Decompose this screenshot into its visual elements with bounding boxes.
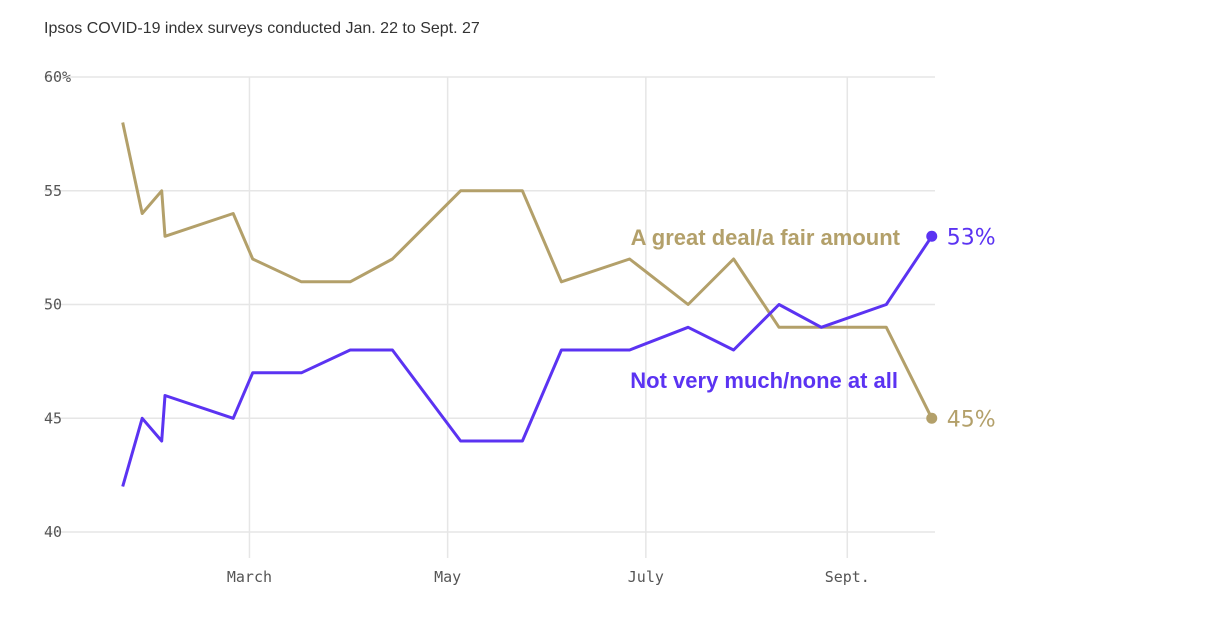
y-tick-label: 55 [44, 182, 62, 200]
y-tick-label: 40 [44, 523, 62, 541]
x-tick-label: Sept. [825, 568, 870, 586]
y-tick-label: 45 [44, 409, 62, 427]
series-end-label: 45% [947, 407, 996, 432]
x-axis-ticks: March May July Sept. [227, 568, 870, 586]
chart-subtitle: Ipsos COVID-19 index surveys conducted J… [44, 20, 480, 37]
series-name-label: Not very much/none at all [630, 368, 898, 393]
series-end-point [926, 230, 938, 242]
y-axis-ticks: 40 45 50 55 60% [44, 68, 71, 541]
series-labels: 45% A great deal/a fair amount 53% Not very… [630, 225, 995, 432]
x-tick-label: May [434, 568, 461, 586]
series-line-great-deal [121, 122, 934, 419]
y-tick-label: 50 [44, 296, 62, 314]
series-lines [121, 122, 938, 487]
series-name-label: A great deal/a fair amount [631, 225, 901, 250]
y-tick-label: 60% [44, 68, 71, 86]
x-tick-label: July [628, 568, 664, 586]
series-line-not-very-much [121, 235, 934, 487]
x-tick-label: March [227, 568, 272, 586]
series-end-point [926, 412, 938, 424]
series-end-label: 53% [947, 225, 996, 250]
